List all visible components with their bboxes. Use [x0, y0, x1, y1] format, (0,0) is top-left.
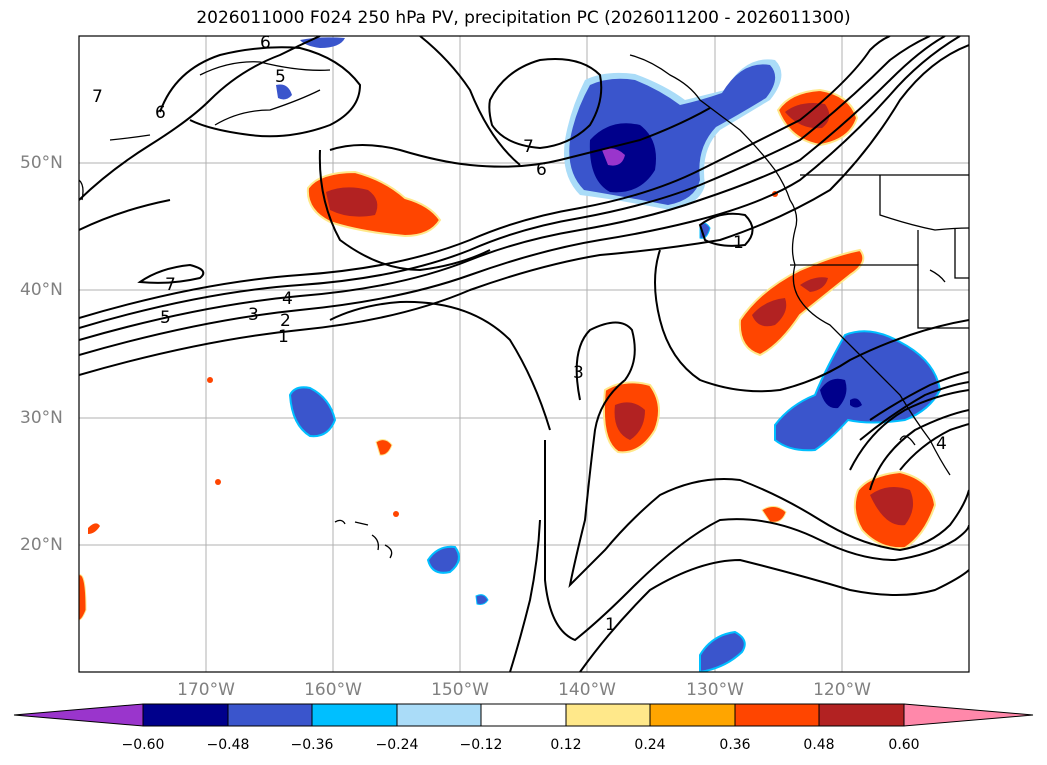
contour-label: 2 [280, 311, 291, 331]
contour-label: 3 [573, 363, 584, 383]
lon-label-120w: 120°W [813, 680, 871, 700]
contour-label: 7 [165, 275, 176, 295]
colorbar-segment [735, 704, 819, 726]
colorbar-segment [143, 704, 228, 726]
colorbar-tick: 0.60 [888, 737, 919, 753]
lon-label-170w: 170°W [177, 680, 235, 700]
colorbar-segment [650, 704, 735, 726]
colorbar-segment [397, 704, 481, 726]
colorbar-tick: 0.48 [803, 737, 834, 753]
colorbar [14, 704, 1033, 726]
contour-label: 6 [155, 103, 166, 123]
colorbar-tick: 0.36 [719, 737, 750, 753]
colorbar-tick: −0.24 [376, 737, 419, 753]
contour-label: 1 [733, 233, 744, 253]
colorbar-tick: −0.48 [207, 737, 250, 753]
colorbar-extend-high [904, 704, 1033, 726]
lat-label-40n: 40°N [20, 280, 63, 300]
colorbar-tick: −0.60 [122, 737, 165, 753]
colorbar-segment [312, 704, 397, 726]
colorbar-segment [566, 704, 650, 726]
contour-label: 7 [92, 87, 103, 107]
colorbar-tick: −0.12 [460, 737, 503, 753]
colorbar-tick: −0.36 [291, 737, 334, 753]
contour-label: 5 [275, 67, 286, 87]
contour-label: 4 [936, 434, 947, 454]
contour-label: 1 [605, 615, 616, 635]
contour-label: 6 [536, 160, 547, 180]
colorbar-segment [819, 704, 904, 726]
colorbar-tick: 0.24 [634, 737, 665, 753]
colorbar-segment [228, 704, 312, 726]
contour-label: 4 [282, 289, 293, 309]
contour-label: 7 [523, 137, 534, 157]
lat-label-30n: 30°N [20, 408, 63, 428]
lon-label-160w: 160°W [304, 680, 362, 700]
contour-label: 3 [248, 305, 259, 325]
contour-label: 5 [160, 308, 171, 328]
colorbar-segment [481, 704, 566, 726]
colorbar-tick: 0.12 [550, 737, 581, 753]
lat-label-50n: 50°N [20, 153, 63, 173]
lon-label-140w: 140°W [558, 680, 616, 700]
lon-label-130w: 130°W [686, 680, 744, 700]
colorbar-extend-low [14, 704, 143, 726]
lat-label-20n: 20°N [20, 535, 63, 555]
lon-label-150w: 150°W [431, 680, 489, 700]
